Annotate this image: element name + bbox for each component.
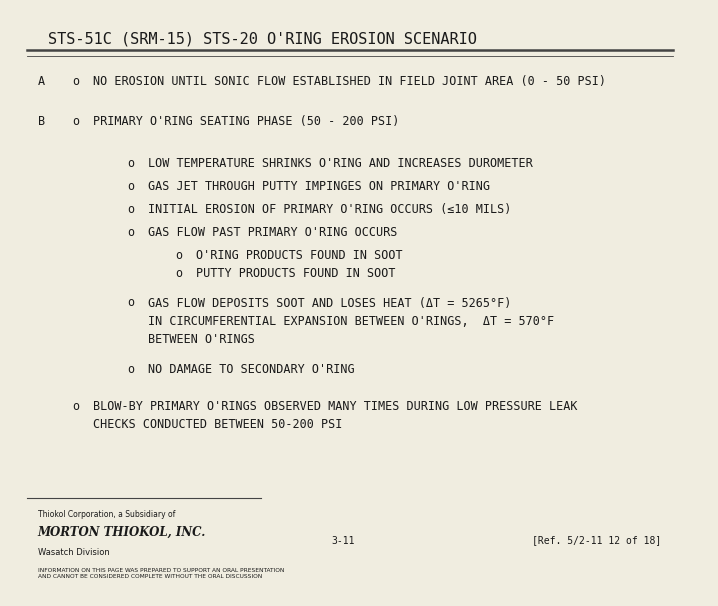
Text: BLOW-BY PRIMARY O'RINGS OBSERVED MANY TIMES DURING LOW PRESSURE LEAK: BLOW-BY PRIMARY O'RINGS OBSERVED MANY TI… xyxy=(93,399,577,413)
Text: 3-11: 3-11 xyxy=(332,536,355,545)
Text: GAS FLOW DEPOSITS SOOT AND LOSES HEAT (ΔT = 5265°F): GAS FLOW DEPOSITS SOOT AND LOSES HEAT (Δ… xyxy=(148,296,511,310)
Text: o: o xyxy=(127,203,134,216)
Text: LOW TEMPERATURE SHRINKS O'RING AND INCREASES DUROMETER: LOW TEMPERATURE SHRINKS O'RING AND INCRE… xyxy=(148,157,532,170)
Text: B: B xyxy=(38,115,45,128)
Text: o: o xyxy=(72,399,79,413)
Text: o: o xyxy=(175,267,182,280)
Text: o: o xyxy=(175,249,182,262)
Text: MORTON THIOKOL, INC.: MORTON THIOKOL, INC. xyxy=(38,525,206,538)
Text: A: A xyxy=(38,75,45,88)
Text: IN CIRCUMFERENTIAL EXPANSION BETWEEN O'RINGS,  ΔT = 570°F: IN CIRCUMFERENTIAL EXPANSION BETWEEN O'R… xyxy=(148,315,554,328)
Text: o: o xyxy=(72,75,79,88)
Text: Wasatch Division: Wasatch Division xyxy=(38,548,110,558)
Text: o: o xyxy=(127,296,134,310)
Text: o: o xyxy=(127,157,134,170)
Text: PRIMARY O'RING SEATING PHASE (50 - 200 PSI): PRIMARY O'RING SEATING PHASE (50 - 200 P… xyxy=(93,115,399,128)
Text: BETWEEN O'RINGS: BETWEEN O'RINGS xyxy=(148,333,254,346)
Text: o: o xyxy=(127,226,134,239)
Text: o: o xyxy=(127,363,134,376)
Text: NO EROSION UNTIL SONIC FLOW ESTABLISHED IN FIELD JOINT AREA (0 - 50 PSI): NO EROSION UNTIL SONIC FLOW ESTABLISHED … xyxy=(93,75,606,88)
Text: NO DAMAGE TO SECONDARY O'RING: NO DAMAGE TO SECONDARY O'RING xyxy=(148,363,354,376)
Text: CHECKS CONDUCTED BETWEEN 50-200 PSI: CHECKS CONDUCTED BETWEEN 50-200 PSI xyxy=(93,418,342,431)
Text: o: o xyxy=(127,180,134,193)
Text: PUTTY PRODUCTS FOUND IN SOOT: PUTTY PRODUCTS FOUND IN SOOT xyxy=(195,267,395,280)
Text: INITIAL EROSION OF PRIMARY O'RING OCCURS (≤10 MILS): INITIAL EROSION OF PRIMARY O'RING OCCURS… xyxy=(148,203,511,216)
Text: INFORMATION ON THIS PAGE WAS PREPARED TO SUPPORT AN ORAL PRESENTATION
AND CANNOT: INFORMATION ON THIS PAGE WAS PREPARED TO… xyxy=(38,568,284,579)
Text: Thiokol Corporation, a Subsidiary of: Thiokol Corporation, a Subsidiary of xyxy=(38,510,175,519)
Text: GAS JET THROUGH PUTTY IMPINGES ON PRIMARY O'RING: GAS JET THROUGH PUTTY IMPINGES ON PRIMAR… xyxy=(148,180,490,193)
Text: STS-51C (SRM-15) STS-20 O'RING EROSION SCENARIO: STS-51C (SRM-15) STS-20 O'RING EROSION S… xyxy=(48,32,477,47)
Text: O'RING PRODUCTS FOUND IN SOOT: O'RING PRODUCTS FOUND IN SOOT xyxy=(195,249,402,262)
Text: GAS FLOW PAST PRIMARY O'RING OCCURS: GAS FLOW PAST PRIMARY O'RING OCCURS xyxy=(148,226,397,239)
Text: o: o xyxy=(72,115,79,128)
Text: [Ref. 5/2-11 12 of 18]: [Ref. 5/2-11 12 of 18] xyxy=(533,536,662,545)
